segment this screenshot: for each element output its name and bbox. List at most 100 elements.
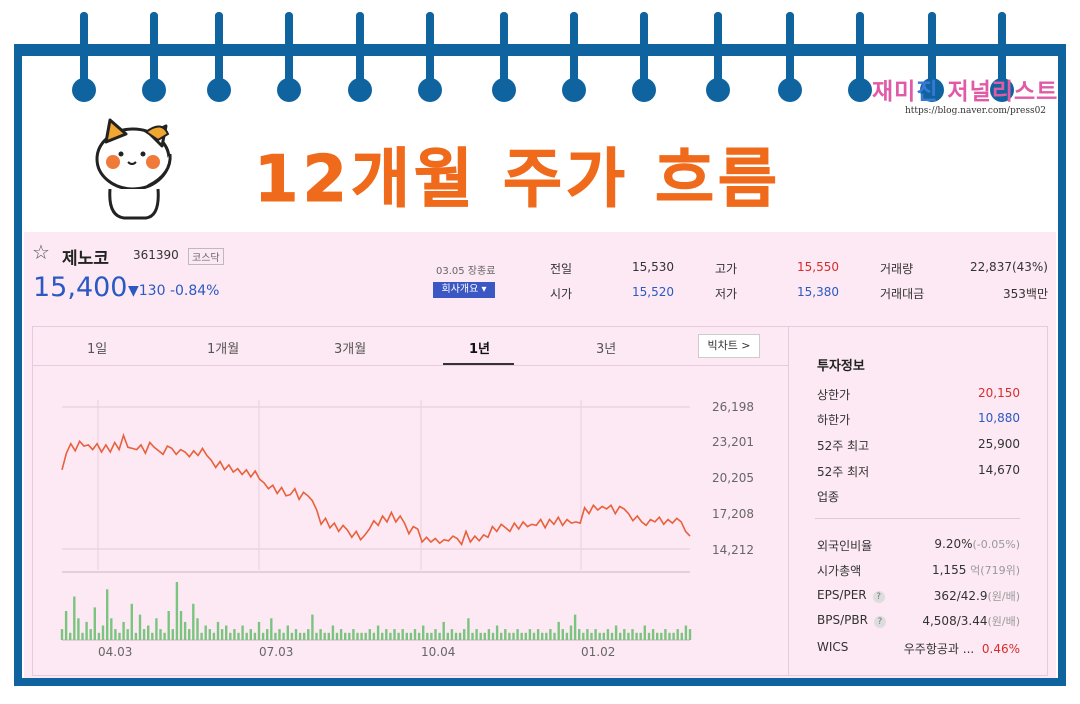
quote-prev-value: 15,530	[632, 260, 674, 274]
volume-bar	[155, 618, 158, 641]
volume-bar	[89, 629, 92, 640]
binder-hole	[778, 78, 802, 102]
volume-bar	[110, 618, 113, 641]
volume-bar	[311, 614, 314, 640]
volume-bar	[385, 629, 388, 640]
quote-amount-value: 353백만	[1003, 287, 1048, 301]
volume-bar	[463, 629, 466, 640]
binder-ring	[356, 12, 364, 86]
volume-bar	[430, 632, 433, 641]
volume-bar	[274, 632, 277, 641]
stock-name: 제노코	[62, 249, 109, 269]
y-tick-label: 26,198	[712, 400, 754, 414]
big-chart-button[interactable]: 빅차트 >	[698, 334, 760, 358]
volume-bar	[147, 625, 150, 640]
help-icon[interactable]: ?	[872, 591, 885, 603]
volume-bar	[163, 632, 166, 641]
volume-bar	[504, 629, 507, 640]
market-cap-label: 시가총액	[817, 564, 862, 578]
binder-ring	[928, 12, 936, 86]
volume-bar	[261, 632, 265, 641]
help-icon[interactable]: ?	[873, 616, 886, 628]
volume-bar	[85, 621, 88, 640]
binder-hole	[142, 78, 166, 102]
volume-bar	[192, 603, 195, 641]
favorite-star-icon[interactable]: ☆	[32, 240, 50, 264]
binder-ring	[998, 12, 1006, 86]
volume-bar	[651, 629, 655, 640]
market-badge: 코스닥	[188, 248, 224, 265]
binder-hole	[418, 78, 442, 102]
y-tick-label: 14,212	[712, 543, 754, 557]
x-tick-label: 04.03	[98, 645, 133, 659]
volume-bar	[335, 632, 339, 641]
volume-bar	[660, 632, 663, 641]
volume-bar	[73, 596, 76, 640]
volume-bar	[237, 632, 240, 641]
volume-bar	[405, 632, 408, 641]
volume-bar	[196, 618, 199, 641]
volume-bar	[545, 632, 548, 641]
volume-bar	[381, 632, 384, 641]
binder-hole	[492, 78, 516, 102]
volume-bar	[582, 632, 585, 641]
tab-1day[interactable]: 1일	[87, 342, 108, 357]
binder-hole	[562, 78, 586, 102]
volume-bar	[204, 625, 207, 640]
volume-bar	[434, 629, 437, 640]
volume-bar	[348, 632, 351, 641]
lower-limit-label: 하한가	[817, 413, 851, 427]
company-overview-button[interactable]: 회사개요 ▾	[433, 282, 495, 298]
volume-bar	[627, 632, 630, 641]
change-percent: -0.84%	[169, 283, 220, 299]
volume-bar	[426, 632, 429, 641]
tab-3year[interactable]: 3년	[596, 342, 617, 357]
volume-bar	[553, 632, 556, 641]
eps-per-label: EPS/PER?	[817, 588, 885, 603]
price-change: ▼130 -0.84%	[128, 283, 219, 299]
volume-bar	[167, 611, 170, 640]
binder-hole	[348, 78, 372, 102]
volume-bar	[483, 632, 486, 641]
binder-ring	[856, 12, 864, 86]
quote-high-value: 15,550	[797, 260, 839, 274]
active-tab-indicator	[443, 363, 514, 365]
high52-value: 25,900	[978, 437, 1020, 451]
volume-bar	[81, 632, 84, 641]
divider	[815, 518, 1020, 519]
volume-bar	[475, 629, 478, 640]
binder-ring	[570, 12, 578, 86]
volume-bar	[175, 582, 179, 640]
volume-bar	[389, 632, 392, 641]
volume-bar	[516, 629, 519, 640]
volume-bar	[647, 632, 651, 641]
volume-bar	[266, 629, 269, 640]
quote-high-label: 고가	[715, 262, 738, 276]
volume-bar	[179, 611, 183, 640]
volume-bar	[438, 632, 441, 641]
quote-low-value: 15,380	[797, 285, 839, 299]
brand-url: https://blog.naver.com/press02	[905, 106, 1047, 116]
volume-bar	[422, 625, 425, 640]
wics-sector[interactable]: 우주항공과 ...	[903, 642, 975, 656]
volume-bar	[688, 629, 692, 640]
x-tick-label: 07.03	[259, 645, 294, 659]
tab-1year[interactable]: 1년	[469, 342, 491, 357]
foreign-ratio-value: 9.20%(-0.05%)	[934, 537, 1020, 551]
volume-bar	[97, 632, 101, 641]
invest-title: 투자정보	[817, 359, 865, 374]
volume-bar	[344, 632, 347, 641]
tab-3month[interactable]: 3개월	[334, 342, 367, 357]
volume-bar	[541, 632, 544, 641]
volume-bar	[303, 632, 306, 641]
volume-bar	[491, 632, 495, 641]
volume-bar	[101, 625, 105, 640]
volume-bar	[586, 629, 589, 640]
volume-bar	[565, 632, 569, 641]
volume-bar	[680, 632, 683, 641]
tab-1month[interactable]: 1개월	[207, 342, 240, 357]
volume-bar	[64, 611, 68, 640]
bps-pbr-value: 4,508/3.44(원/배)	[922, 614, 1020, 628]
y-tick-label: 23,201	[712, 435, 754, 449]
volume-bar	[126, 629, 129, 640]
